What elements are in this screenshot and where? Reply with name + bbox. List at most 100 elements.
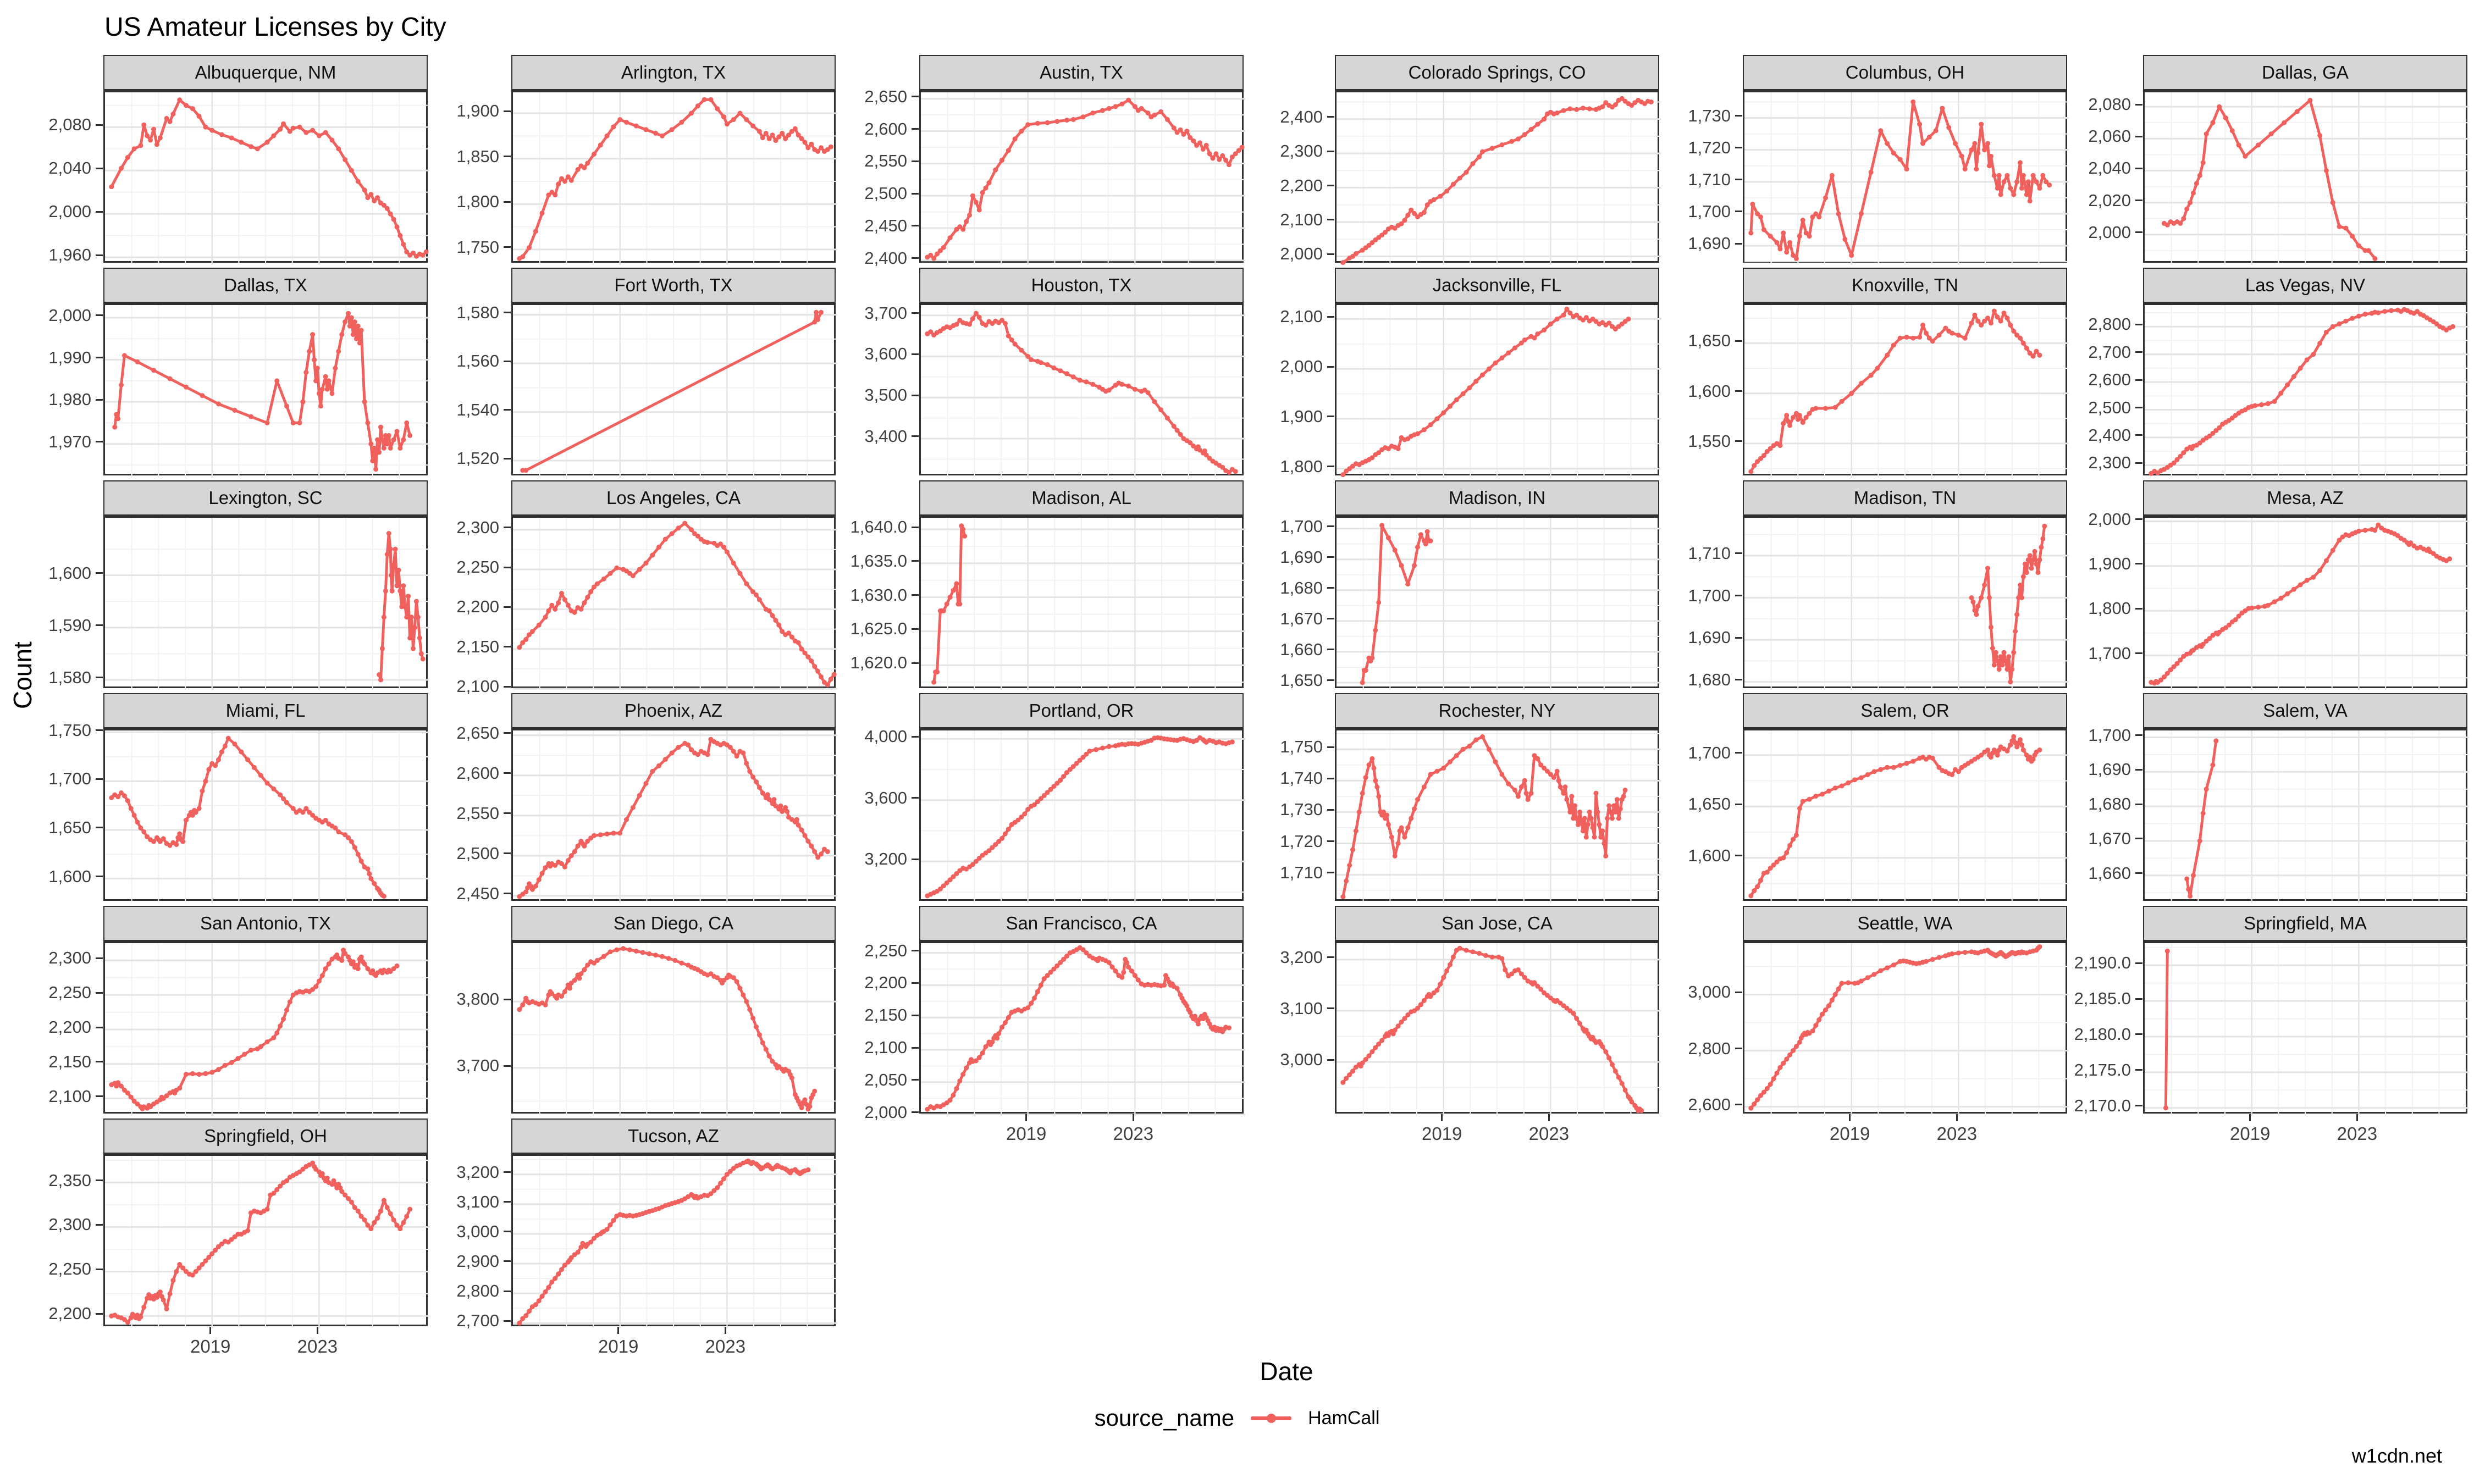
x-axis-tick-label: 2023	[1936, 1123, 1978, 1144]
y-axis-tick-mark	[1327, 185, 1334, 187]
y-axis-tick-label: 2,100	[864, 1038, 907, 1057]
y-axis-tick-label: 2,450	[456, 883, 499, 903]
y-axis-tick-label: 2,080	[48, 115, 91, 135]
y-axis-tick-label: 1,670	[2088, 828, 2131, 848]
y-axis-tick-label: 1,750	[1280, 737, 1323, 757]
y-axis-tick-mark	[2135, 1033, 2142, 1036]
y-axis-tick-mark	[912, 160, 919, 162]
facet-strip-label: San Francisco, CA	[919, 906, 1244, 941]
line-chart	[1337, 92, 1661, 265]
y-axis-tick-mark	[1327, 253, 1334, 255]
y-axis-tick-mark	[912, 1111, 919, 1114]
line-chart	[2145, 518, 2469, 690]
y-axis-tick-label: 1,650	[48, 817, 91, 837]
y-axis-tick-mark	[96, 1095, 103, 1098]
y-axis-tick-label: 2,500	[864, 184, 907, 203]
chart-plot-area	[103, 728, 429, 903]
facet-strip-label: Springfield, MA	[2143, 906, 2467, 941]
y-axis-tick-mark	[2135, 962, 2142, 964]
x-axis-tick-mark	[1441, 1114, 1443, 1121]
y-axis-tick-label: 2,080	[2088, 95, 2131, 114]
y-axis-tick-label: 2,180.0	[2074, 1024, 2131, 1044]
line-chart	[2145, 943, 2469, 1116]
chart-plot-area	[511, 941, 837, 1116]
y-axis-tick-label: 3,100	[1280, 998, 1323, 1018]
y-axis-tick-mark	[912, 526, 919, 528]
x-axis-tick-label: 2023	[2337, 1123, 2378, 1144]
y-axis-tick-label: 3,500	[864, 385, 907, 405]
y-axis-tick-label: 1,900	[2088, 553, 2131, 573]
line-chart	[921, 92, 1245, 265]
y-axis-tick-label: 2,150	[864, 1005, 907, 1025]
chart-plot-area	[2143, 728, 2469, 903]
y-axis-tick-mark	[1327, 366, 1334, 368]
y-axis-tick-mark	[504, 246, 511, 248]
x-axis-tick-label: 2023	[705, 1336, 746, 1356]
y-axis-tick-mark	[912, 353, 919, 355]
facet-strip-label: Lexington, SC	[103, 480, 428, 516]
y-axis-tick-mark	[1327, 872, 1334, 874]
y-axis-tick-label: 1,700	[1688, 585, 1731, 605]
y-axis-tick-label: 1,700	[1280, 516, 1323, 536]
y-axis-tick-label: 1,670	[1280, 608, 1323, 628]
line-chart	[1337, 518, 1661, 690]
y-axis-tick-mark	[504, 1320, 511, 1322]
y-axis-tick-mark	[2135, 1069, 2142, 1071]
facet-strip-label: Las Vegas, NV	[2143, 268, 2467, 303]
chart-plot-area	[1743, 728, 2069, 903]
y-axis-tick-label: 2,450	[864, 215, 907, 235]
y-axis-tick-mark	[504, 201, 511, 203]
y-axis-tick-label: 1,710	[1280, 862, 1323, 882]
y-axis-tick-mark	[504, 312, 511, 314]
y-axis-tick-label: 1,800	[456, 192, 499, 212]
line-chart	[105, 943, 429, 1116]
y-axis-tick-mark	[2135, 379, 2142, 381]
y-axis-tick-mark	[504, 998, 511, 1000]
line-chart	[1744, 730, 2069, 903]
y-axis-tick-label: 1,680	[1280, 578, 1323, 597]
x-axis-tick-mark	[1025, 1114, 1028, 1121]
y-axis-tick-mark	[1327, 556, 1334, 558]
y-axis-tick-label: 1,580	[48, 667, 91, 687]
y-axis-tick-label: 2,000	[864, 1102, 907, 1122]
y-axis-tick-label: 1,650	[1688, 794, 1731, 814]
y-axis-tick-label: 2,185.0	[2074, 989, 2131, 1009]
chart-plot-area	[511, 90, 837, 265]
facet-strip-label: Phoenix, AZ	[511, 693, 836, 728]
y-axis-tick-label: 2,500	[456, 843, 499, 863]
chart-plot-area	[103, 303, 429, 478]
y-axis-tick-mark	[504, 1290, 511, 1292]
y-axis-tick-label: 3,400	[864, 426, 907, 446]
y-axis-tick-label: 1,700	[48, 769, 91, 789]
y-axis-tick-mark	[96, 624, 103, 627]
y-axis-tick-label: 2,350	[48, 1170, 91, 1190]
data-series-line	[2150, 523, 2451, 685]
chart-plot-area	[1743, 90, 2069, 265]
y-axis-tick-label: 1,520	[456, 448, 499, 468]
y-axis-tick-label: 2,300	[456, 517, 499, 537]
y-axis-tick-label: 2,700	[456, 1311, 499, 1331]
y-axis-tick-label: 2,250	[48, 1259, 91, 1279]
y-axis-tick-label: 3,200	[864, 849, 907, 869]
y-axis-tick-label: 1,630.0	[850, 585, 907, 605]
y-axis-tick-mark	[2135, 323, 2142, 325]
y-axis-tick-label: 1,700	[1688, 743, 1731, 762]
y-axis-tick-label: 1,635.0	[850, 551, 907, 571]
y-axis-tick-mark	[2135, 434, 2142, 436]
chart-plot-area	[919, 516, 1245, 690]
y-axis-tick-mark	[96, 1026, 103, 1028]
y-axis-tick-label: 1,590	[48, 615, 91, 635]
line-chart	[921, 305, 1245, 478]
y-axis-tick-mark	[1735, 752, 1742, 754]
chart-plot-area	[511, 728, 837, 903]
facet-strip-label: Dallas, GA	[2143, 55, 2467, 90]
x-axis-tick-label: 2019	[1829, 1123, 1870, 1144]
y-axis-tick-label: 2,200	[456, 597, 499, 617]
y-axis-tick-mark	[96, 211, 103, 213]
line-chart	[921, 943, 1245, 1116]
y-axis-tick-mark	[96, 441, 103, 443]
y-axis-tick-label: 1,660	[1280, 639, 1323, 659]
y-axis-tick-mark	[96, 167, 103, 169]
y-axis-tick-label: 3,600	[864, 344, 907, 364]
chart-plot-area	[2143, 303, 2469, 478]
